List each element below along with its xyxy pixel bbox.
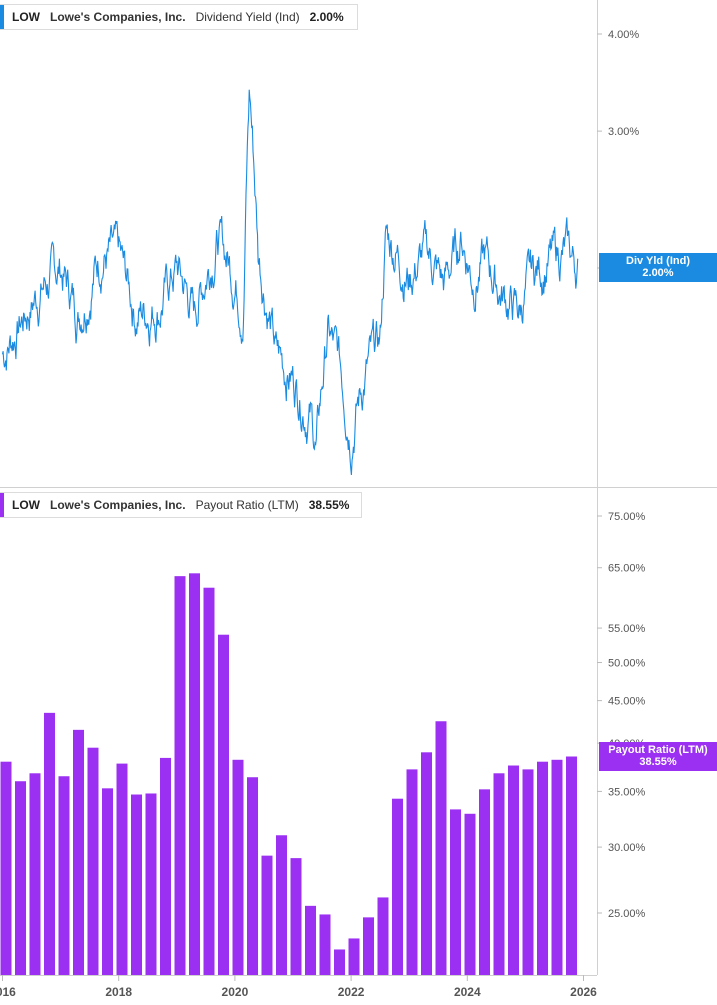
payout-bar [363, 917, 374, 975]
payout-bar [435, 721, 447, 975]
y-tick-label: 45.00% [608, 696, 646, 708]
payout-bar [116, 763, 128, 975]
payout-bar [421, 752, 432, 975]
payout-bar [305, 905, 316, 975]
dividend-yield-line [1, 89, 579, 476]
payout-bar [189, 573, 200, 975]
legend-value: 38.55% [308, 498, 350, 512]
payout-bar [145, 793, 157, 975]
payout-bar [377, 897, 389, 975]
payout-bar [247, 777, 258, 975]
tag-label: Payout Ratio (LTM) [608, 744, 708, 756]
payout-bar [319, 914, 331, 975]
payout-ratio-bars [0, 573, 577, 975]
y-tick-label: 50.00% [608, 658, 646, 670]
payout-bar [15, 781, 26, 975]
payout-bar [0, 761, 12, 975]
payout-bar [450, 809, 461, 975]
y-tick-label: 55.00% [608, 623, 646, 635]
payout-bar [44, 712, 55, 975]
y-tick-label: 30.00% [608, 842, 646, 854]
y-tick-label: 35.00% [608, 786, 646, 798]
x-tick-label: 2016 [0, 985, 16, 999]
payout-bar [261, 855, 273, 975]
payout-bar [551, 759, 563, 975]
x-tick-label: 2026 [570, 985, 597, 999]
legend-value: 2.00% [309, 10, 344, 24]
payout-bar [131, 794, 142, 975]
payout-ratio-swatch [0, 493, 4, 517]
legend-metric: Payout Ratio (LTM) [195, 498, 299, 512]
y-tick-label: 65.00% [608, 563, 646, 575]
payout-bar [218, 634, 229, 975]
x-tick-label: 2020 [222, 985, 249, 999]
dividend-yield-swatch [0, 5, 4, 29]
payout-bar [493, 773, 505, 975]
payout-bar [29, 773, 41, 975]
payout-ratio-tag: Payout Ratio (LTM) 38.55% [599, 742, 717, 771]
payout-bar [392, 798, 403, 975]
y-tick-label: 25.00% [608, 908, 646, 920]
payout-bar [566, 756, 577, 975]
tag-value: 2.00% [642, 267, 674, 279]
x-axis: 2016 2018 2020 2022 2024 2026 [0, 975, 597, 999]
tag-label: Div Yld (Ind) [626, 255, 690, 267]
payout-bar [508, 765, 519, 975]
payout-bar [73, 729, 84, 975]
payout-bar [232, 759, 244, 975]
payout-bar [102, 788, 113, 975]
payout-bar [522, 769, 534, 975]
payout-bar [406, 769, 418, 975]
payout-bar [160, 757, 171, 975]
payout-bar [203, 587, 215, 975]
legend-company: Lowe's Companies, Inc. [50, 498, 186, 512]
y-tick-label: 75.00% [608, 511, 646, 523]
x-tick-label: 2018 [105, 985, 132, 999]
payout-bar [290, 858, 302, 975]
tag-value: 38.55% [639, 756, 677, 768]
payout-bar [276, 835, 287, 975]
payout-bar [479, 789, 490, 975]
payout-bar [58, 776, 70, 975]
dividend-yield-legend: LOW Lowe's Companies, Inc. Dividend Yiel… [0, 4, 358, 30]
payout-bar [537, 761, 548, 975]
payout-bar [464, 813, 476, 975]
y-tick-label: 3.00% [608, 126, 639, 138]
x-tick-label: 2022 [338, 985, 365, 999]
payout-bar [348, 938, 360, 975]
legend-symbol: LOW [12, 498, 40, 512]
payout-bar [174, 576, 186, 975]
payout-bar [334, 949, 345, 975]
y-tick-label: 4.00% [608, 29, 639, 41]
dividend-yield-tag: Div Yld (Ind) 2.00% [599, 253, 717, 282]
payout-bar [87, 747, 99, 975]
x-tick-label: 2024 [454, 985, 481, 999]
legend-symbol: LOW [12, 10, 40, 24]
legend-company: Lowe's Companies, Inc. [50, 10, 186, 24]
bottom-y-axis: 75.00%65.00%55.00%50.00%45.00%40.00%35.0… [597, 511, 646, 920]
payout-ratio-legend: LOW Lowe's Companies, Inc. Payout Ratio … [0, 492, 362, 518]
legend-metric: Dividend Yield (Ind) [195, 10, 300, 24]
